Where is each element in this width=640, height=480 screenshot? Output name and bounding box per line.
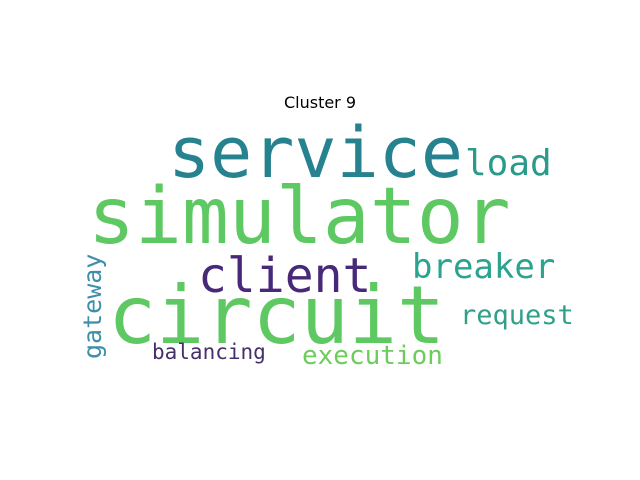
word-request: request — [460, 300, 574, 331]
word-balancing: balancing — [152, 340, 266, 364]
word-cloud: service load simulator client breaker ci… — [78, 112, 574, 376]
word-client: client — [198, 248, 372, 304]
figure-title: Cluster 9 — [283, 93, 357, 112]
word-gateway: gateway — [78, 253, 107, 359]
word-circuit: circuit — [108, 269, 446, 362]
word-execution: execution — [302, 341, 443, 371]
word-breaker: breaker — [412, 247, 556, 287]
word-load: load — [465, 143, 552, 184]
word-service: service — [168, 112, 464, 194]
word-simulator: simulator — [88, 172, 511, 262]
